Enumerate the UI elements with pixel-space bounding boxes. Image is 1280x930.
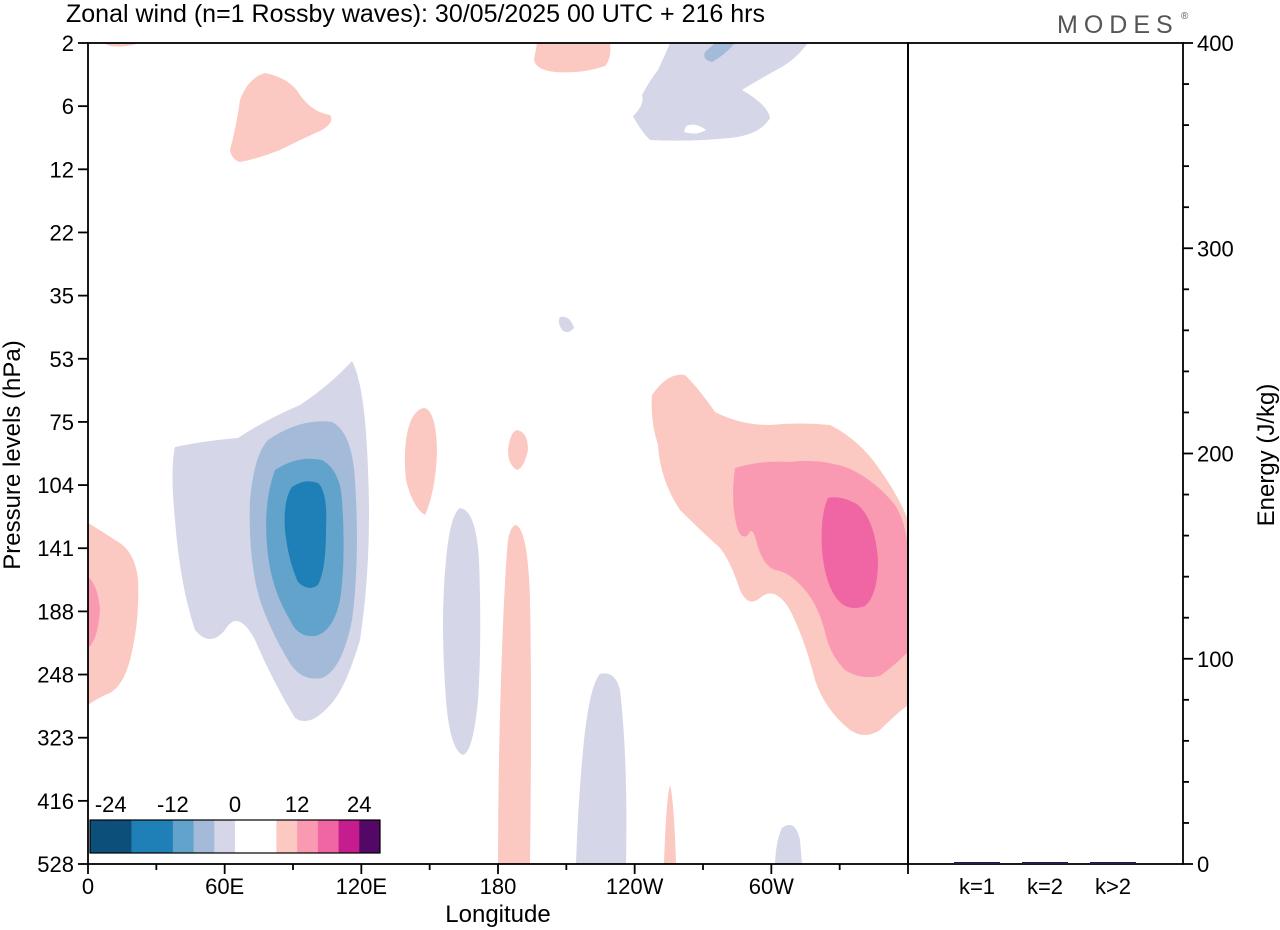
pressure-tick-label: 2 [62, 31, 74, 56]
colorbar-swatch [152, 820, 174, 853]
pressure-tick-label: 22 [50, 220, 74, 245]
energy-tick-label: 0 [1197, 852, 1209, 877]
longitude-tick-label: 0 [82, 874, 94, 899]
contour-positive-0-small [508, 430, 528, 470]
colorbar-frame [89, 819, 381, 854]
energy-axis-label: Energy (J/kg) [1253, 384, 1280, 527]
longitude-axis: 0 60E 120E 180 120W 60W [82, 864, 909, 899]
contour-positive-1-west-edge [88, 577, 100, 648]
colorbar-swatch [359, 820, 381, 853]
contour-white-hole [684, 124, 706, 134]
contour-positive-0-west-edge [88, 523, 139, 705]
pressure-tick-label: 188 [37, 599, 74, 624]
contour-negative-0-low [576, 673, 627, 864]
contour-positive-0-top-mid [534, 43, 611, 73]
longitude-tick-label: 120E [336, 874, 387, 899]
pressure-axis-label: Pressure levels (hPa) [0, 340, 26, 569]
pressure-tick-label: 53 [50, 347, 74, 372]
colorbar-swatch [110, 820, 132, 853]
energy-tick-label: 200 [1197, 442, 1234, 467]
contour-negative-0-surface [775, 824, 802, 864]
longitude-tick-label: 60W [749, 874, 794, 899]
colorbar-tick-label: 12 [285, 792, 309, 817]
contour-negative-3-min [284, 481, 327, 588]
contour-positive-0-thin [664, 785, 676, 864]
colorbar-swatch [297, 820, 319, 853]
energy-category-label: k>2 [1095, 874, 1131, 899]
energy-category-label: k=2 [1027, 874, 1063, 899]
pressure-tick-label: 528 [37, 852, 74, 877]
colorbar-tick-label: -24 [95, 792, 127, 817]
colorbar-swatch [90, 820, 112, 853]
colorbar-swatch [276, 820, 298, 853]
pressure-tick-label: 141 [37, 536, 74, 561]
contour-field [88, 43, 908, 864]
colorbar-swatch [338, 820, 360, 853]
colorbar-swatch [317, 820, 340, 853]
pressure-tick-label: 6 [62, 94, 74, 119]
colorbar-swatch [193, 820, 215, 853]
longitude-tick-label: 60E [205, 874, 244, 899]
brand-registered-mark: ® [1181, 11, 1189, 22]
colorbar-swatch [172, 820, 195, 853]
energy-tick-label: 300 [1197, 236, 1234, 261]
contour-negative-0-dateline [443, 508, 481, 755]
pressure-tick-label: 75 [50, 410, 74, 435]
longitude-axis-label: Longitude [445, 901, 550, 928]
energy-bar [1022, 862, 1068, 864]
colorbar-tick-label: -12 [157, 792, 189, 817]
pressure-tick-label: 104 [37, 473, 74, 498]
chart-title: Zonal wind (n=1 Rossby waves): 30/05/202… [66, 0, 765, 28]
pressure-tick-label: 416 [37, 789, 74, 814]
modes-logo: MODES ® [1057, 11, 1189, 39]
energy-tick-label: 100 [1197, 647, 1234, 672]
longitude-tick-label: 180 [480, 874, 517, 899]
energy-bar-chart: 0 100 200 300 400 k=1 k=2 k>2 [954, 31, 1234, 899]
contour-negative-1-stratosphere [704, 43, 735, 62]
colorbar-swatch [214, 820, 236, 853]
contour-positive-0-dateline [498, 525, 531, 864]
contour-positive-2-max [821, 497, 878, 608]
colorbar-legend: -24 -12 0 12 24 [89, 792, 381, 854]
contour-negative-0-stratosphere [633, 43, 808, 141]
pressure-axis: 2 6 12 22 35 53 75 104 141 188 248 323 416 528 [37, 31, 88, 877]
energy-bar [954, 862, 1000, 864]
colorbar-swatch [255, 820, 277, 853]
colorbar-swatch [131, 820, 153, 853]
pressure-tick-label: 12 [50, 157, 74, 182]
energy-panel-frame [907, 42, 1184, 865]
contour-negative-0-small [558, 316, 574, 333]
pressure-tick-label: 323 [37, 726, 74, 751]
energy-tick-label: 400 [1197, 31, 1234, 56]
energy-category-label: k=1 [959, 874, 995, 899]
colorbar-tick-label: 0 [229, 792, 241, 817]
contour-positive-0-upper-mid [404, 408, 437, 515]
pressure-tick-label: 248 [37, 663, 74, 688]
colorbar-tick-label: 24 [347, 792, 371, 817]
energy-bar [1090, 862, 1136, 864]
brand-name: MODES [1057, 11, 1179, 39]
colorbar-swatch [235, 820, 257, 853]
longitude-tick-label: 120W [606, 874, 664, 899]
contour-positive-0-strat-west [230, 73, 332, 162]
pressure-tick-label: 35 [50, 284, 74, 309]
